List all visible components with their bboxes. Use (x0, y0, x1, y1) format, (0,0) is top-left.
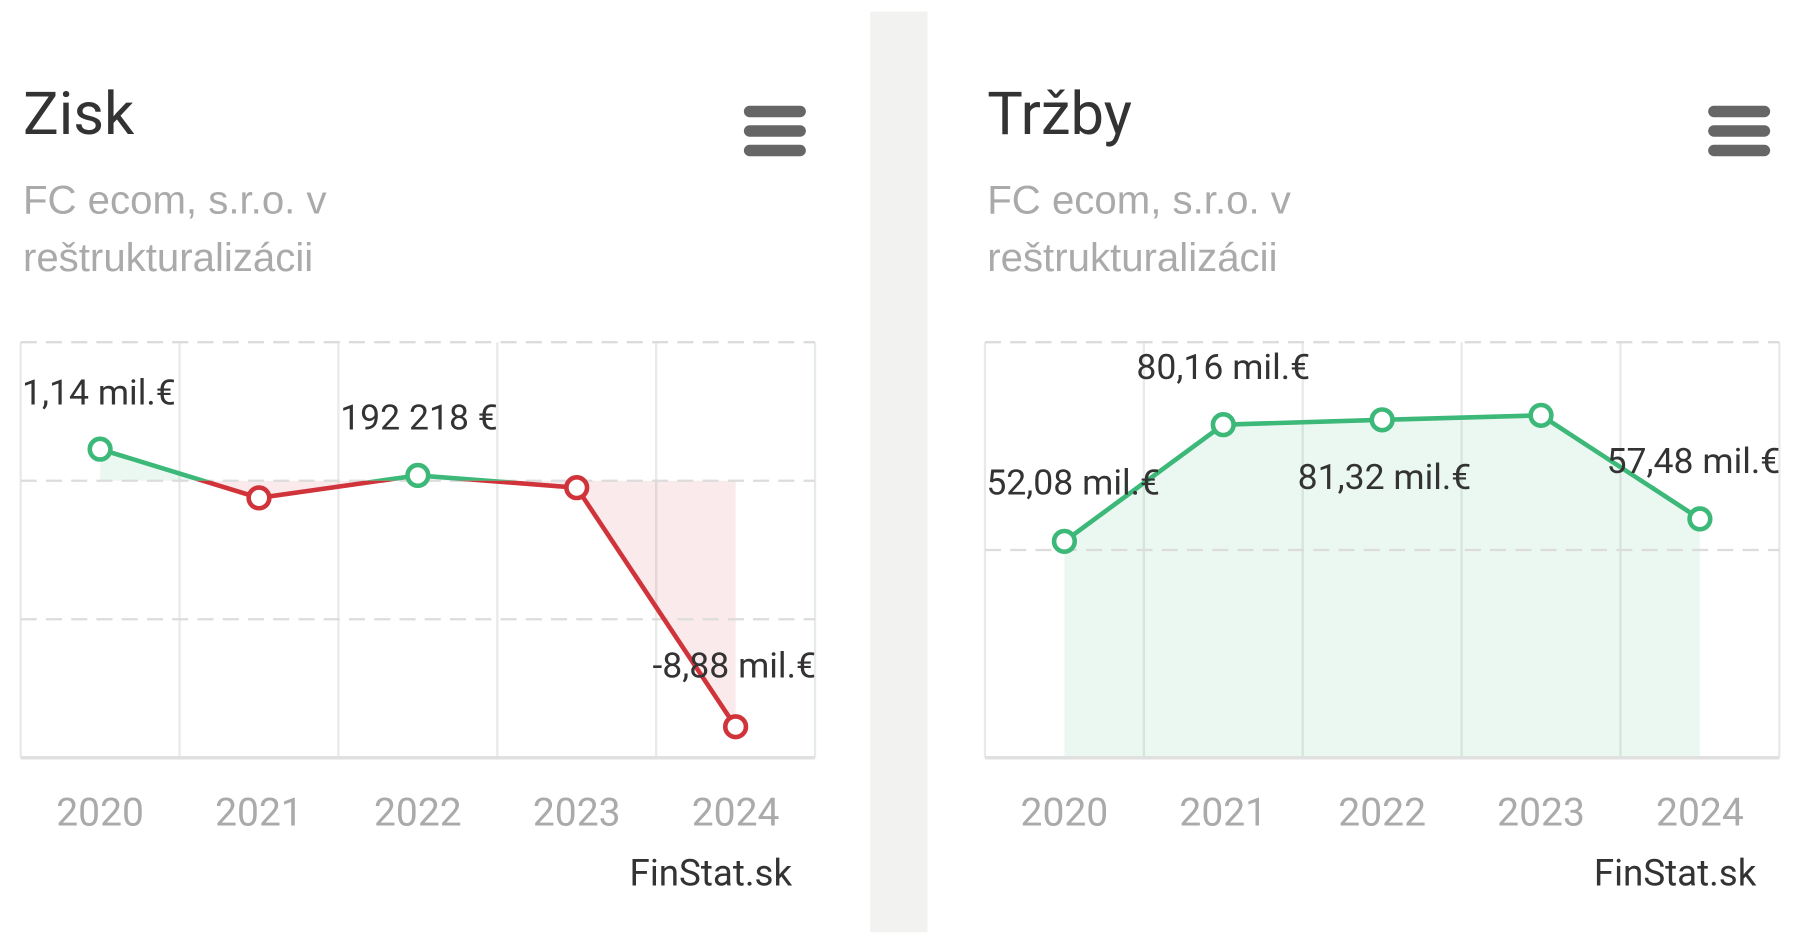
x-tick-label: 2022 (374, 789, 462, 835)
point (722, 714, 749, 740)
point (1687, 506, 1713, 532)
menu-bar (743, 105, 806, 118)
menu-button[interactable] (1708, 105, 1771, 157)
x-tick-label: 2024 (692, 789, 780, 835)
data-label: 52,08 mil.€ (986, 461, 1160, 503)
data-label: 57,48 mil.€ (1607, 440, 1781, 482)
menu-bar (1708, 105, 1771, 118)
x-tick-label: 2024 (1656, 789, 1744, 835)
divider (870, 11, 928, 933)
line-negative (195, 480, 738, 729)
point (1528, 402, 1554, 428)
data-label: -8,88 mil.€ (652, 645, 816, 687)
point (1369, 407, 1395, 433)
chart-subtitle: FC ecom, s.r.o. v reštrukturalizácii (987, 178, 1291, 281)
data-label: 80,16 mil.€ (1136, 346, 1310, 388)
area-positive (1064, 415, 1700, 758)
menu-button[interactable] (743, 105, 806, 157)
x-tick-label: 2021 (1179, 789, 1267, 835)
menu-bar (1708, 125, 1771, 137)
point (564, 475, 590, 501)
point (1051, 528, 1078, 554)
point (246, 485, 272, 511)
chart-subtitle-box: FC ecom, s.r.o. v reštrukturalizácii (22, 178, 327, 281)
data-label: 192 218 € (340, 397, 498, 439)
menu-bar (1708, 144, 1771, 157)
chart-subtitle-box: FC ecom, s.r.o. v reštrukturalizácii (987, 178, 1291, 281)
menu-bar (743, 144, 806, 157)
point (87, 436, 113, 462)
area-negative (100, 480, 736, 727)
data-label: 1,14 mil.€ (22, 372, 176, 414)
data-label: 81,32 mil.€ (1298, 456, 1472, 498)
point (1210, 412, 1236, 438)
x-tick-label: 2022 (1338, 789, 1426, 835)
x-tick-label: 2023 (533, 789, 621, 835)
credits: FinStat.sk (630, 852, 793, 895)
credits: FinStat.sk (1594, 852, 1757, 895)
x-tick-label: 2023 (1497, 789, 1585, 835)
chart-title: Tržby (987, 79, 1132, 149)
chart-title: Zisk (23, 79, 135, 149)
point (405, 462, 431, 489)
x-tick-label: 2020 (1021, 789, 1109, 835)
area-positive (100, 449, 487, 481)
menu-bar (743, 125, 806, 137)
chart-subtitle: FC ecom, s.r.o. v reštrukturalizácii (22, 178, 327, 281)
x-tick-label: 2020 (56, 789, 144, 835)
x-tick-label: 2021 (215, 789, 303, 835)
